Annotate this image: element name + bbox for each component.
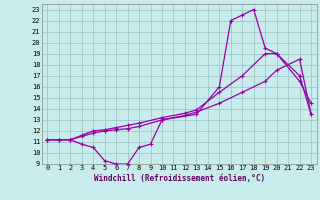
X-axis label: Windchill (Refroidissement éolien,°C): Windchill (Refroidissement éolien,°C) [94,174,265,183]
